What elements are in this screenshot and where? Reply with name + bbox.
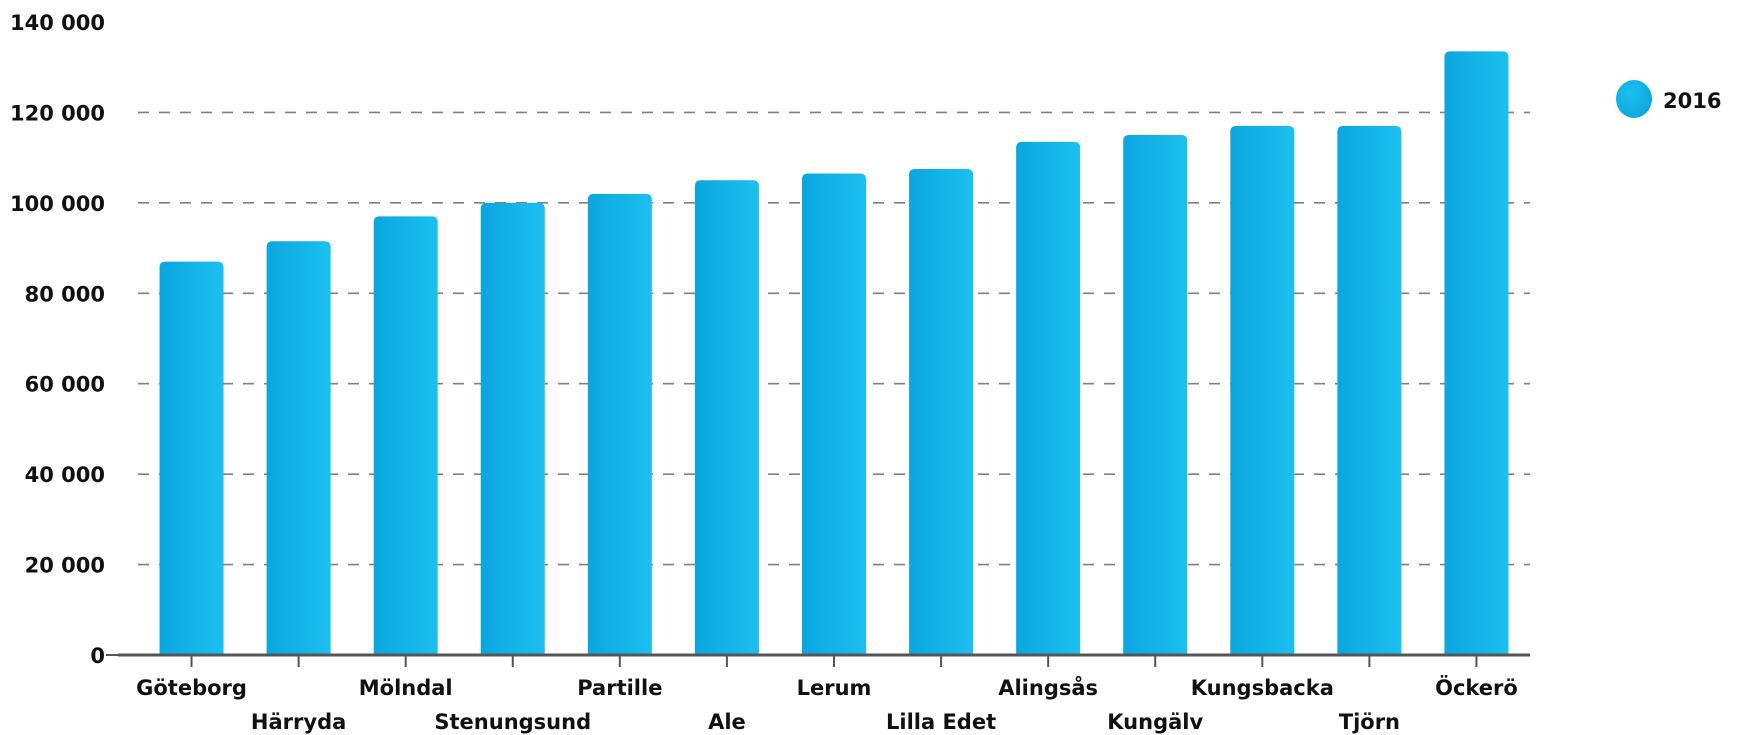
x-category-label-Ale: Ale	[708, 710, 746, 734]
x-category-label-Kungsbacka: Kungsbacka	[1191, 676, 1334, 700]
x-category-label-Mölndal: Mölndal	[359, 676, 453, 700]
y-tick-label-20000: 20 000	[25, 554, 105, 578]
y-tick-label-120000: 120 000	[10, 101, 105, 125]
legend-label-2016: 2016	[1663, 89, 1721, 113]
y-tick-label-40000: 40 000	[25, 463, 105, 487]
bar-Kungälv	[1123, 135, 1188, 656]
legend: 2016	[1616, 80, 1721, 118]
bar-Härryda	[266, 241, 331, 655]
x-category-label-Kungälv: Kungälv	[1107, 710, 1203, 734]
bar-Göteborg	[159, 261, 224, 655]
bars	[159, 51, 1509, 656]
y-tick-label-100000: 100 000	[10, 192, 105, 216]
x-category-label-Härryda: Härryda	[251, 710, 346, 734]
x-category-label-Tjörn: Tjörn	[1339, 710, 1400, 734]
x-category-label-Stenungsund: Stenungsund	[434, 710, 591, 734]
bar-Partille	[587, 193, 652, 656]
x-category-label-Öckerö: Öckerö	[1435, 675, 1518, 700]
legend-swatch-2016	[1616, 80, 1652, 118]
x-axis	[106, 653, 1530, 667]
x-category-label-Göteborg: Göteborg	[136, 676, 247, 700]
bar-Öckerö	[1444, 51, 1509, 656]
bar-Kungsbacka	[1230, 125, 1295, 655]
y-tick-label-60000: 60 000	[25, 373, 105, 397]
y-tick-label-0: 0	[90, 644, 105, 668]
bar-Ale	[694, 180, 759, 655]
bar-Lilla Edet	[909, 168, 974, 656]
y-tick-label-140000: 140 000	[10, 11, 105, 35]
y-tick-label-80000: 80 000	[25, 282, 105, 306]
bar-Lerum	[802, 173, 866, 656]
bar-Tjörn	[1337, 125, 1402, 655]
bar-Alingsås	[1016, 141, 1081, 655]
y-axis-tick-labels: 0 20 000 40 000 60 000 80 000 100 000 120 000 1…	[10, 11, 105, 668]
x-category-label-Lerum: Lerum	[797, 676, 872, 700]
bar-Mölndal	[373, 216, 438, 655]
x-category-label-Partille: Partille	[577, 676, 662, 700]
x-category-label-Alingsås: Alingsås	[998, 675, 1098, 700]
bar-Stenungsund	[480, 202, 545, 655]
x-category-label-Lilla Edet: Lilla Edet	[886, 710, 996, 734]
